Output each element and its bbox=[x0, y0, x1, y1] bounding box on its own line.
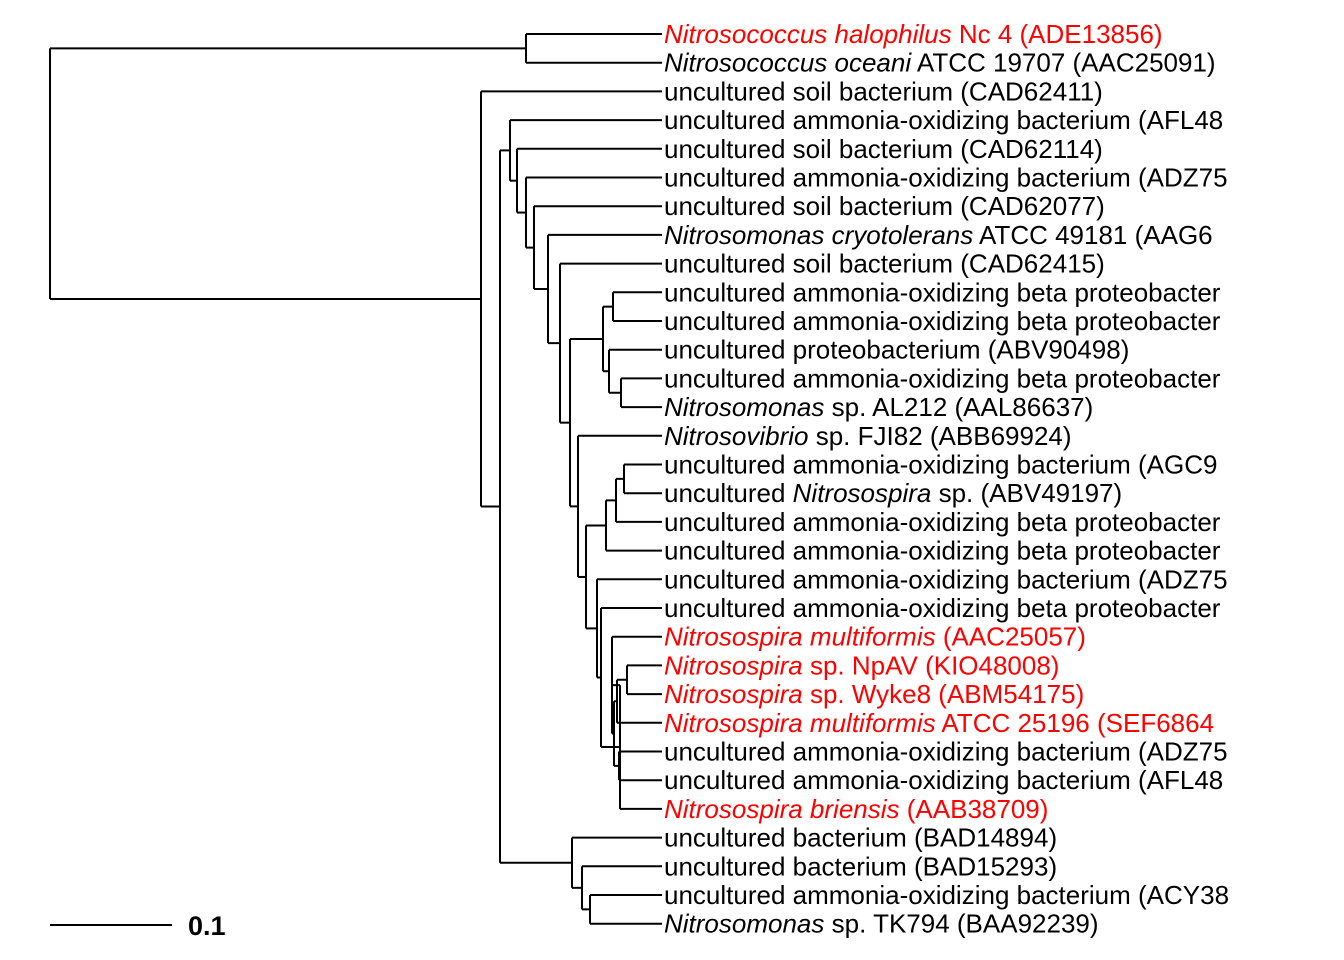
label-segment: sp. NpAV (KIO48008) bbox=[803, 650, 1060, 680]
tip-label: uncultured ammonia-oxidizing bacterium (… bbox=[664, 880, 1229, 910]
taxon-name-italic: Nitrosospira bbox=[664, 679, 803, 709]
tip-label: uncultured ammonia-oxidizing bacterium (… bbox=[664, 450, 1217, 480]
label-segment: uncultured soil bacterium (CAD62411) bbox=[664, 76, 1103, 106]
label-segment: uncultured bbox=[664, 478, 793, 508]
scale-bar-label: 0.1 bbox=[188, 911, 226, 941]
label-segment: uncultured soil bacterium (CAD62114) bbox=[664, 134, 1103, 164]
tip-label: uncultured ammonia-oxidizing bacterium (… bbox=[664, 105, 1223, 135]
label-segment: uncultured ammonia-oxidizing bacterium (… bbox=[664, 105, 1223, 135]
label-segment: (AAB38709) bbox=[900, 794, 1049, 824]
taxon-name-italic: Nitrosovibrio bbox=[664, 421, 809, 451]
label-segment: uncultured soil bacterium (CAD62077) bbox=[664, 191, 1105, 221]
tip-label: uncultured ammonia-oxidizing beta proteo… bbox=[664, 536, 1221, 566]
tip-label: uncultured ammonia-oxidizing beta proteo… bbox=[664, 593, 1221, 623]
label-segment: uncultured ammonia-oxidizing beta proteo… bbox=[664, 536, 1221, 566]
taxon-name-italic: Nitrosomonas bbox=[664, 392, 824, 422]
label-segment: uncultured ammonia-oxidizing bacterium (… bbox=[664, 564, 1228, 594]
label-segment: uncultured ammonia-oxidizing beta proteo… bbox=[664, 593, 1221, 623]
label-segment: ATCC 25196 (SEF6864 bbox=[936, 708, 1214, 738]
tip-label: Nitrosomonas sp. AL212 (AAL86637) bbox=[664, 392, 1093, 422]
label-segment: sp. FJI82 (ABB69924) bbox=[809, 421, 1072, 451]
taxon-name-italic: Nitrosospira bbox=[793, 478, 932, 508]
tip-label: uncultured soil bacterium (CAD62411) bbox=[664, 76, 1103, 106]
label-segment: uncultured ammonia-oxidizing bacterium (… bbox=[664, 765, 1223, 795]
label-segment: uncultured ammonia-oxidizing bacterium (… bbox=[664, 880, 1229, 910]
tip-label: uncultured proteobacterium (ABV90498) bbox=[664, 335, 1129, 365]
label-segment: uncultured ammonia-oxidizing beta proteo… bbox=[664, 363, 1221, 393]
label-segment: sp. Wyke8 (ABM54175) bbox=[803, 679, 1085, 709]
label-segment: sp. TK794 (BAA92239) bbox=[824, 909, 1098, 939]
tip-label: uncultured ammonia-oxidizing beta proteo… bbox=[664, 306, 1221, 336]
tip-label: Nitrosospira sp. Wyke8 (ABM54175) bbox=[664, 679, 1084, 709]
tip-label: uncultured ammonia-oxidizing beta proteo… bbox=[664, 277, 1221, 307]
tip-label: uncultured soil bacterium (CAD62114) bbox=[664, 134, 1103, 164]
tip-label: uncultured soil bacterium (CAD62415) bbox=[664, 249, 1105, 279]
tip-labels: Nitrosococcus halophilus Nc 4 (ADE13856)… bbox=[664, 19, 1229, 939]
tip-label: Nitrosospira briensis (AAB38709) bbox=[664, 794, 1048, 824]
tree-branches bbox=[49, 33, 662, 925]
tip-label: Nitrosomonas sp. TK794 (BAA92239) bbox=[664, 909, 1099, 939]
label-segment: ATCC 19707 (AAC25091) bbox=[911, 48, 1215, 78]
tip-label: uncultured soil bacterium (CAD62077) bbox=[664, 191, 1105, 221]
tip-label: uncultured ammonia-oxidizing bacterium (… bbox=[664, 163, 1228, 193]
label-segment: uncultured ammonia-oxidizing bacterium (… bbox=[664, 450, 1217, 480]
label-segment: sp. (ABV49197) bbox=[931, 478, 1122, 508]
tip-label: uncultured Nitrosospira sp. (ABV49197) bbox=[664, 478, 1122, 508]
taxon-name-italic: Nitrosospira bbox=[664, 650, 803, 680]
tip-label: Nitrosospira sp. NpAV (KIO48008) bbox=[664, 650, 1059, 680]
taxon-name-italic: Nitrosococcus halophilus bbox=[664, 19, 952, 49]
taxon-name-italic: Nitrosospira multiformis bbox=[664, 708, 936, 738]
taxon-name-italic: Nitrosomonas cryotolerans bbox=[664, 220, 973, 250]
tip-label: uncultured ammonia-oxidizing bacterium (… bbox=[664, 564, 1228, 594]
tip-label: uncultured bacterium (BAD15293) bbox=[664, 851, 1057, 881]
label-segment: ATCC 49181 (AAG6 bbox=[973, 220, 1212, 250]
tip-label: Nitrosospira multiformis ATCC 25196 (SEF… bbox=[664, 708, 1214, 738]
tip-label: Nitrosococcus halophilus Nc 4 (ADE13856) bbox=[664, 19, 1163, 49]
label-segment: (AAC25057) bbox=[936, 622, 1086, 652]
taxon-name-italic: Nitrosospira multiformis bbox=[664, 622, 936, 652]
label-segment: uncultured bacterium (BAD14894) bbox=[664, 823, 1057, 853]
tip-label: uncultured ammonia-oxidizing beta proteo… bbox=[664, 507, 1221, 537]
label-segment: uncultured ammonia-oxidizing beta proteo… bbox=[664, 277, 1221, 307]
taxon-name-italic: Nitrosospira briensis bbox=[664, 794, 900, 824]
label-segment: uncultured bacterium (BAD15293) bbox=[664, 851, 1057, 881]
tip-label: Nitrosospira multiformis (AAC25057) bbox=[664, 622, 1086, 652]
label-segment: Nc 4 (ADE13856) bbox=[952, 19, 1163, 49]
label-segment: uncultured ammonia-oxidizing beta proteo… bbox=[664, 507, 1221, 537]
label-segment: uncultured ammonia-oxidizing bacterium (… bbox=[664, 737, 1228, 767]
label-segment: uncultured ammonia-oxidizing bacterium (… bbox=[664, 163, 1228, 193]
label-segment: uncultured soil bacterium (CAD62415) bbox=[664, 249, 1105, 279]
tip-label: uncultured ammonia-oxidizing bacterium (… bbox=[664, 765, 1223, 795]
tip-label: Nitrosococcus oceani ATCC 19707 (AAC2509… bbox=[664, 48, 1216, 78]
label-segment: uncultured ammonia-oxidizing beta proteo… bbox=[664, 306, 1221, 336]
taxon-name-italic: Nitrosococcus oceani bbox=[664, 48, 912, 78]
tip-label: uncultured bacterium (BAD14894) bbox=[664, 823, 1057, 853]
label-segment: sp. AL212 (AAL86637) bbox=[824, 392, 1093, 422]
taxon-name-italic: Nitrosomonas bbox=[664, 909, 824, 939]
tip-label: uncultured ammonia-oxidizing bacterium (… bbox=[664, 737, 1228, 767]
label-segment: uncultured proteobacterium (ABV90498) bbox=[664, 335, 1129, 365]
tip-label: Nitrosomonas cryotolerans ATCC 49181 (AA… bbox=[664, 220, 1213, 250]
tip-label: uncultured ammonia-oxidizing beta proteo… bbox=[664, 363, 1221, 393]
tip-label: Nitrosovibrio sp. FJI82 (ABB69924) bbox=[664, 421, 1072, 451]
scale-bar: 0.1 bbox=[50, 911, 226, 941]
